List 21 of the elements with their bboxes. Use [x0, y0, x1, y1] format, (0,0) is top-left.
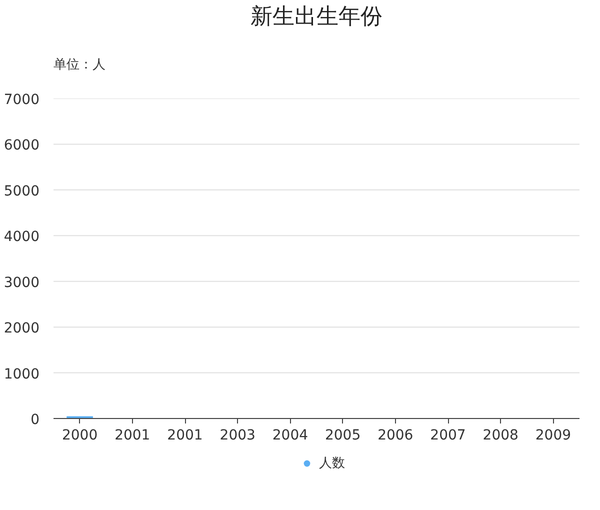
legend-label: 人数 — [319, 455, 345, 472]
y-tick-label: 2000 — [4, 320, 40, 337]
x-tick-label: 2003 — [220, 428, 256, 444]
y-tick-label: 6000 — [4, 138, 40, 154]
y-tick-label: 1000 — [4, 366, 40, 382]
x-tick-label: 2004 — [272, 428, 308, 444]
x-tick-label: 2008 — [482, 428, 518, 444]
y-axis-title: 单位：人 — [54, 58, 106, 72]
x-tick-label: 2009 — [535, 428, 572, 444]
y-tick-label: 4000 — [4, 229, 40, 246]
y-tick-label: 0 — [30, 412, 40, 428]
y-tick-label: 7000 — [4, 92, 40, 108]
y-tick-label: 3000 — [4, 274, 40, 291]
x-tick-label: 2005 — [324, 428, 361, 444]
x-tick-label: 2001 — [114, 428, 150, 444]
y-tick-label: 5000 — [4, 183, 40, 200]
x-tick-label: 2000 — [62, 428, 98, 444]
x-tick-label: 2006 — [378, 428, 414, 444]
chart-title: 新生出生年份 — [250, 4, 382, 28]
x-tick-label: 2001 — [167, 428, 203, 444]
x-tick-label: 2007 — [430, 428, 466, 444]
